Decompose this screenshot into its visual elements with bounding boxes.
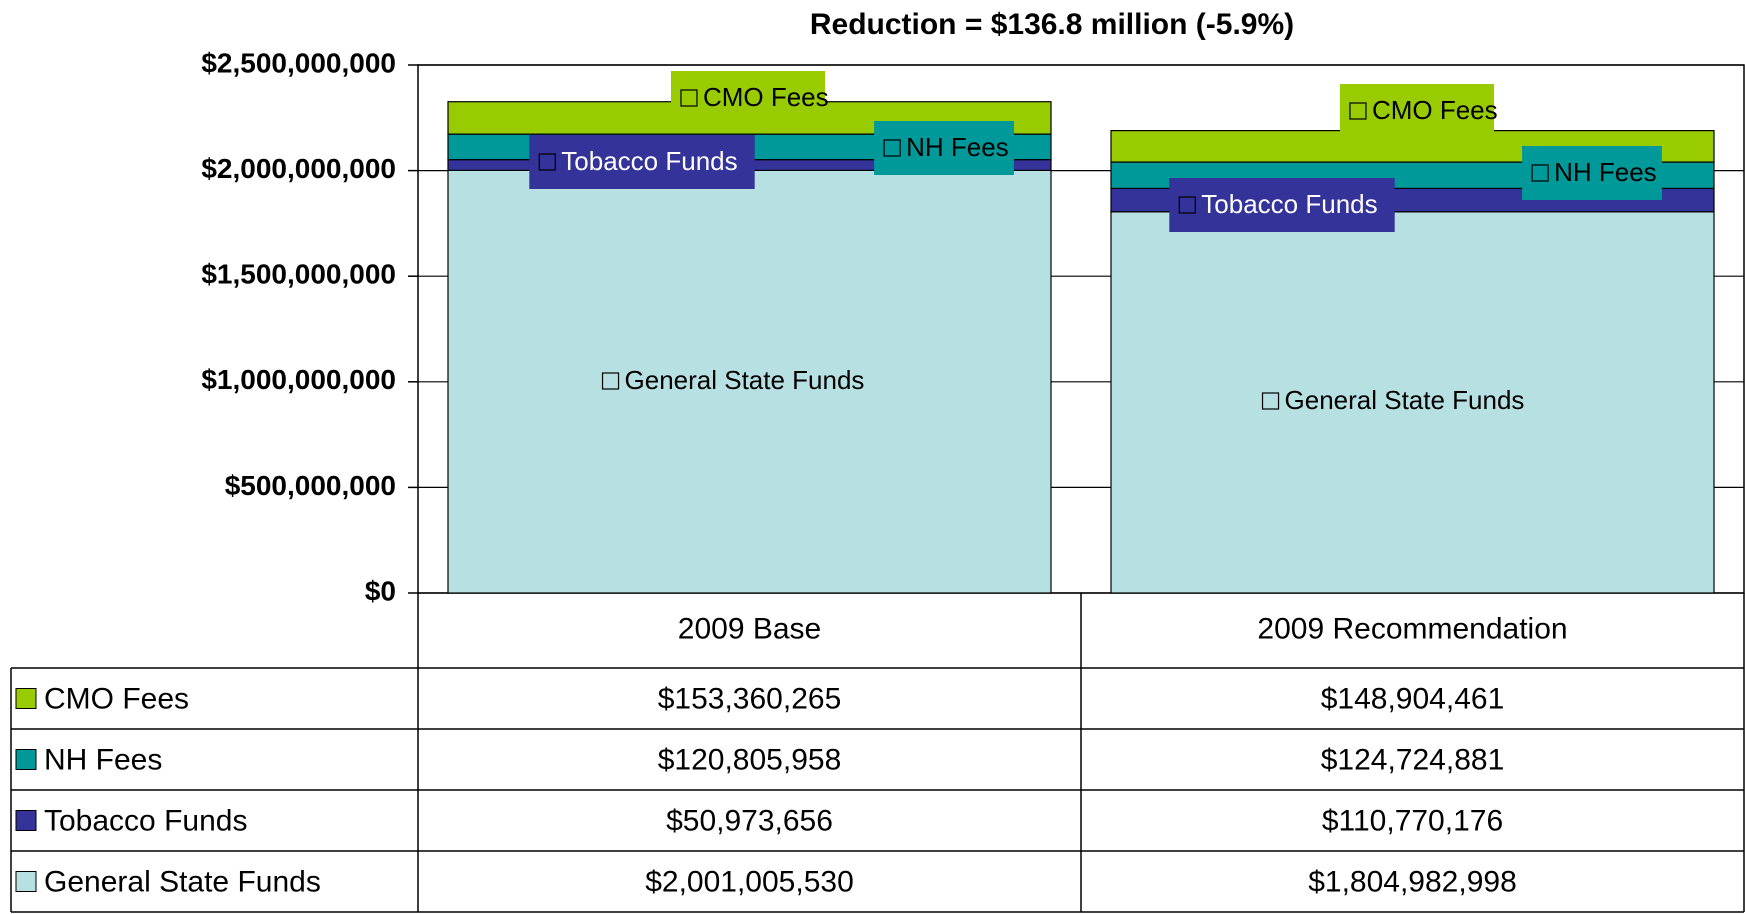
table-value: $50,973,656 xyxy=(666,804,833,837)
y-tick-label: $2,500,000,000 xyxy=(201,47,396,78)
label-key xyxy=(1531,164,1549,182)
segment-label: CMO Fees xyxy=(1372,95,1498,125)
legend-key xyxy=(15,688,37,709)
table-value: $124,724,881 xyxy=(1321,743,1505,776)
label-box xyxy=(529,135,755,189)
legend-label: General State Funds xyxy=(44,865,321,898)
label-box xyxy=(1522,146,1662,200)
bar-segment xyxy=(447,169,1052,594)
table-value: $110,770,176 xyxy=(1322,804,1503,837)
segment-label: Tobacco Funds xyxy=(561,146,737,176)
x-tick-label: 2009 Recommendation xyxy=(1257,612,1567,645)
label-key xyxy=(1261,392,1280,410)
segment-label: NH Fees xyxy=(1554,157,1657,187)
legend-key xyxy=(15,810,37,831)
y-tick-label: $1,000,000,000 xyxy=(201,364,396,395)
legend-label: Tobacco Funds xyxy=(44,804,247,837)
y-tick-label: $500,000,000 xyxy=(225,470,396,501)
segment-label: Tobacco Funds xyxy=(1201,189,1377,219)
table-value: $153,360,265 xyxy=(658,682,842,715)
label-key xyxy=(1349,102,1367,120)
label-key xyxy=(538,153,556,171)
segment-label: General State Funds xyxy=(1285,385,1525,415)
segment-label: CMO Fees xyxy=(703,82,829,112)
table-value: $148,904,461 xyxy=(1321,682,1505,715)
table-value: $2,001,005,530 xyxy=(645,865,854,898)
y-tick-label: $0 xyxy=(365,575,396,606)
legend-label: NH Fees xyxy=(44,743,162,776)
label-key xyxy=(680,89,698,107)
y-tick-label: $2,000,000,000 xyxy=(201,153,396,184)
label-key xyxy=(601,372,620,390)
table-value: $120,805,958 xyxy=(658,743,842,776)
bar-segment xyxy=(1110,211,1715,594)
label-box xyxy=(874,121,1014,175)
label-box xyxy=(1169,178,1395,232)
label-key xyxy=(1178,196,1196,214)
segment-label: General State Funds xyxy=(625,365,865,395)
y-tick-label: $1,500,000,000 xyxy=(201,259,396,290)
x-tick-label: 2009 Base xyxy=(678,612,821,645)
label-key xyxy=(883,139,901,157)
legend-label: CMO Fees xyxy=(44,682,189,715)
table-value: $1,804,982,998 xyxy=(1308,865,1517,898)
segment-label: NH Fees xyxy=(906,132,1009,162)
legend-key xyxy=(15,749,37,770)
chart-title: Reduction = $136.8 million (-5.9%) xyxy=(810,8,1294,41)
legend-key xyxy=(15,871,37,892)
